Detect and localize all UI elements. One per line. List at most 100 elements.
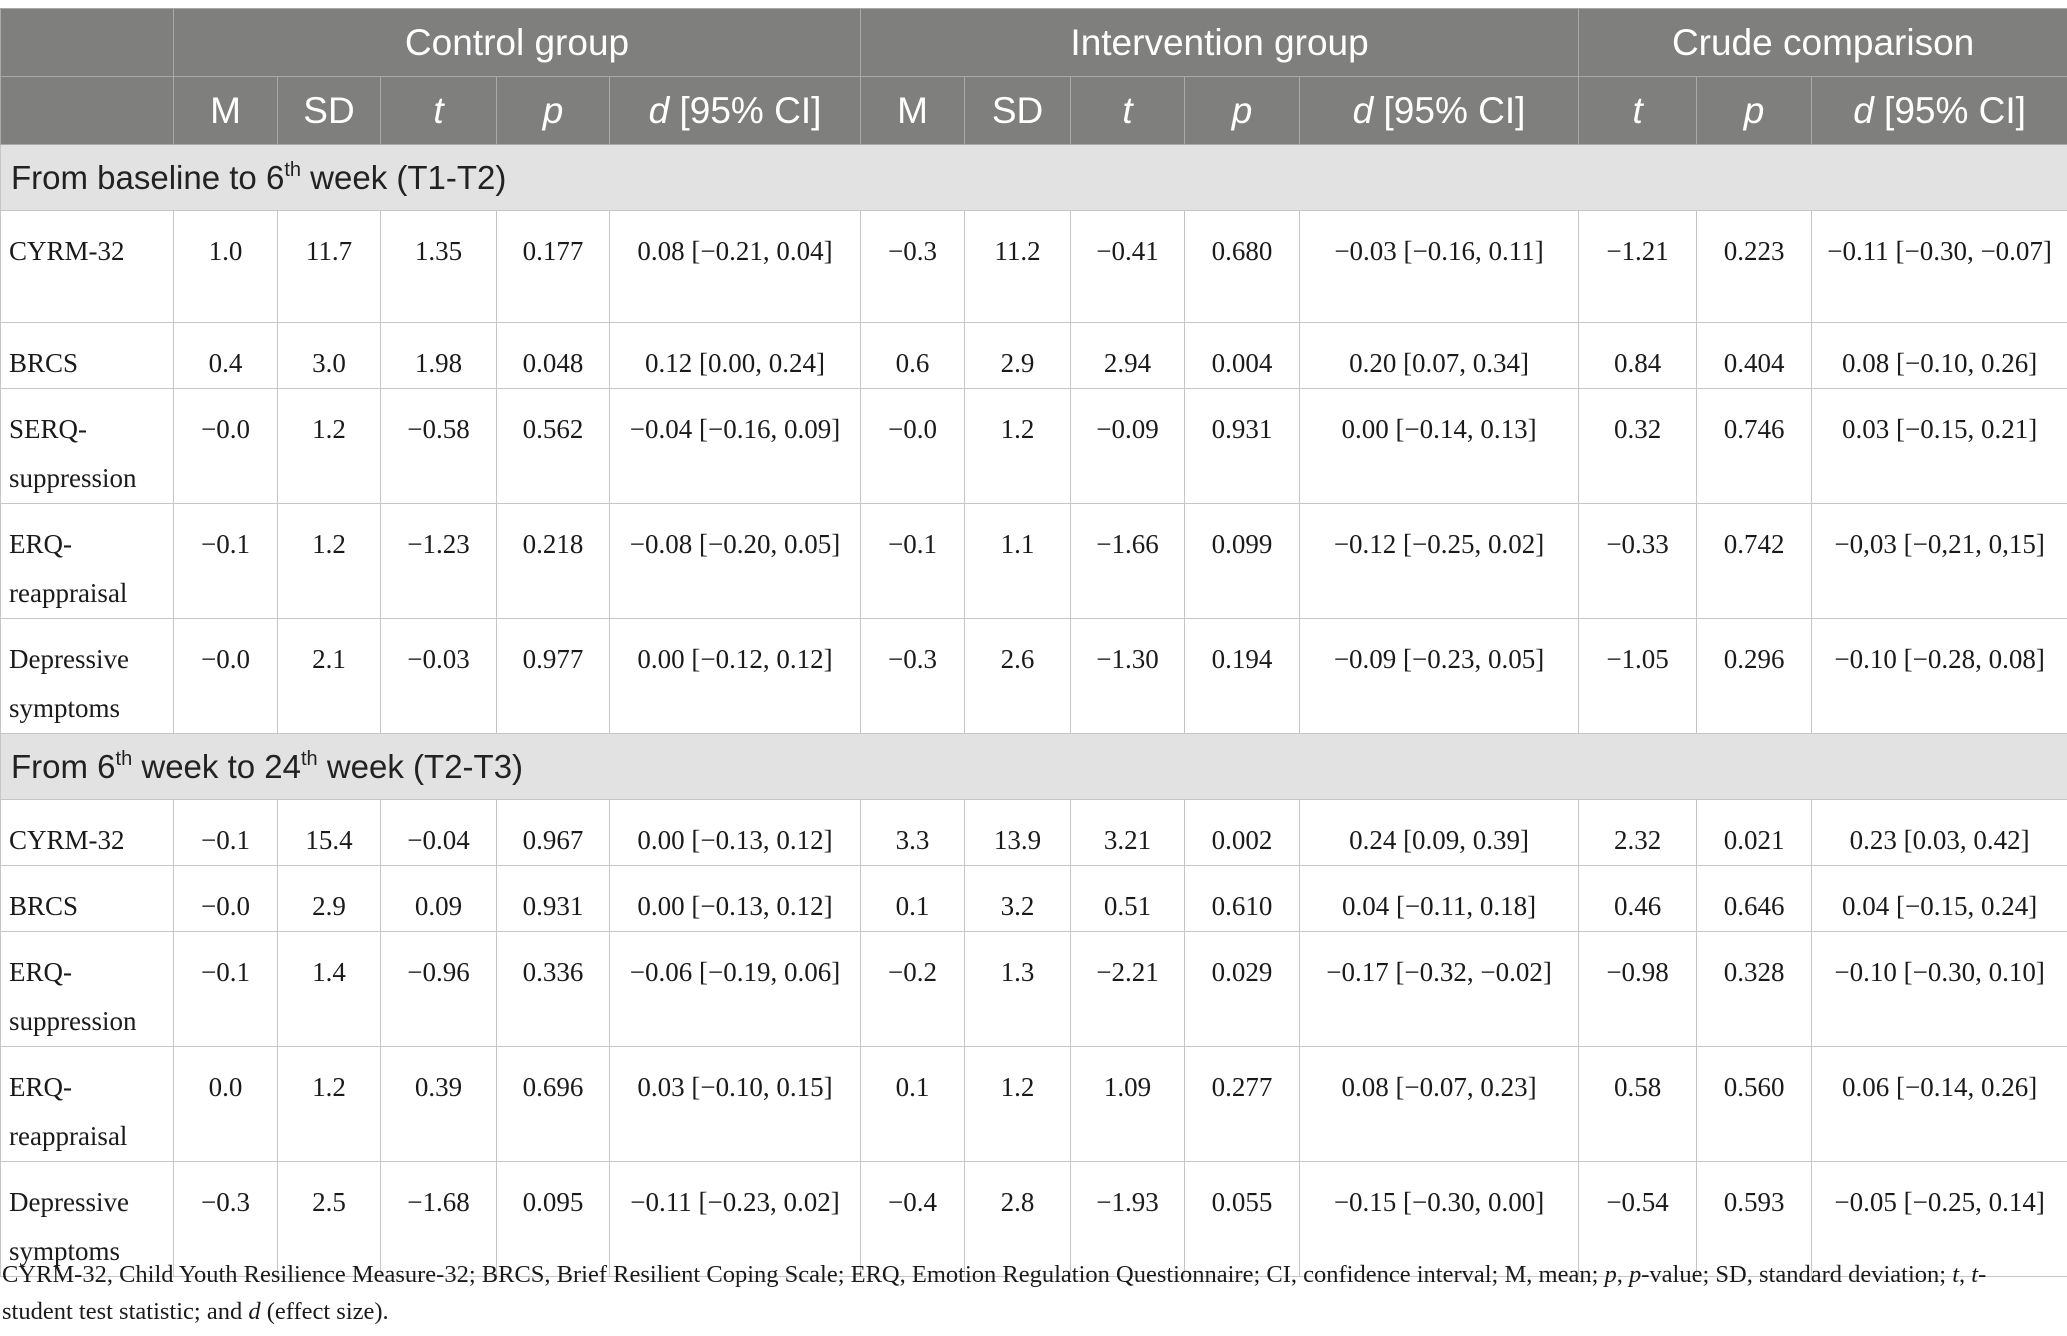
- col-header-p: p: [496, 76, 610, 145]
- col-header-d: d [95% CI]: [608, 76, 862, 145]
- table-cell: 2.32: [1578, 799, 1698, 866]
- table-cell: 0.1: [860, 865, 966, 932]
- table-cell: 3.2: [964, 865, 1072, 932]
- table-cell: 0.177: [496, 210, 610, 323]
- table-cell: 1.09: [1070, 1046, 1186, 1162]
- table-cell: 0.404: [1696, 322, 1813, 389]
- table-cell: 0.4: [173, 322, 278, 389]
- table-cell: 0.560: [1696, 1046, 1813, 1162]
- crude-comparison-header: Crude comparison: [1578, 8, 2067, 77]
- table-cell: 15.4: [277, 799, 381, 866]
- measure-label: SERQ-suppression: [0, 388, 174, 504]
- table-cell: 3.0: [277, 322, 381, 389]
- table-cell: −0.54: [1578, 1161, 1698, 1277]
- table-cell: 1.2: [277, 388, 381, 504]
- table-cell: −0.11 [−0.30, −0.07]: [1811, 210, 2067, 323]
- table-cell: −0.04 [−0.16, 0.09]: [608, 388, 862, 504]
- table-cell: 1.4: [277, 931, 381, 1047]
- table-cell: 0.03 [−0.15, 0.21]: [1811, 388, 2067, 504]
- col-header-sd: SD: [277, 76, 381, 145]
- column-header-row: M SD t p d [95% CI] M SD t p d [95% CI] t p d [95% C…: [0, 76, 2067, 145]
- table-row: CYRM-32 1.0 11.7 1.35 0.177 0.08 [−0.21, 0.04…: [0, 210, 2067, 323]
- table-cell: −0.1: [173, 931, 278, 1047]
- table-cell: −0.08 [−0.20, 0.05]: [608, 503, 862, 619]
- table-row: SERQ-suppression −0.0 1.2 −0.58 0.562 −0.04 […: [0, 388, 2067, 504]
- table-cell: −0.03 [−0.16, 0.11]: [1299, 210, 1580, 323]
- table-cell: −0.10 [−0.30, 0.10]: [1811, 931, 2067, 1047]
- table-cell: 1.35: [380, 210, 497, 323]
- table-cell: −0.09: [1070, 388, 1186, 504]
- measure-label: BRCS: [0, 865, 174, 932]
- table-cell: 0.1: [860, 1046, 966, 1162]
- table-cell: 0.696: [496, 1046, 610, 1162]
- table-cell: −0.12 [−0.25, 0.02]: [1299, 503, 1580, 619]
- table-cell: −0.96: [380, 931, 497, 1047]
- table-cell: 0.08 [−0.07, 0.23]: [1299, 1046, 1580, 1162]
- table-cell: 0.04 [−0.15, 0.24]: [1811, 865, 2067, 932]
- table-cell: −1.93: [1070, 1161, 1186, 1277]
- section-title: From 6th week to 24th week (T2-T3): [0, 733, 2067, 800]
- table-cell: −0.0: [173, 388, 278, 504]
- table-cell: 3.3: [860, 799, 966, 866]
- table-cell: 0.931: [496, 865, 610, 932]
- col-header-t: t: [1578, 76, 1698, 145]
- table-cell: 0.931: [1184, 388, 1301, 504]
- table-cell: −0.04: [380, 799, 497, 866]
- table-cell: 0.977: [496, 618, 610, 734]
- col-header-m: M: [860, 76, 966, 145]
- table-cell: −0.41: [1070, 210, 1186, 323]
- table-row: ERQ-reappraisal −0.1 1.2 −1.23 0.218 −0.08 [−…: [0, 503, 2067, 619]
- header-corner: [0, 8, 174, 77]
- table-cell: 2.8: [964, 1161, 1072, 1277]
- table-row: ERQ-suppression −0.1 1.4 −0.96 0.336 −0.06 [−…: [0, 931, 2067, 1047]
- table-cell: 1.1: [964, 503, 1072, 619]
- table-cell: 13.9: [964, 799, 1072, 866]
- measure-label: ERQ-reappraisal: [0, 503, 174, 619]
- table-cell: −1.23: [380, 503, 497, 619]
- table-cell: 0.46: [1578, 865, 1698, 932]
- section-header-row: From 6th week to 24th week (T2-T3): [0, 733, 2067, 800]
- table-cell: −0.0: [173, 618, 278, 734]
- table-cell: 0.58: [1578, 1046, 1698, 1162]
- table-cell: 2.94: [1070, 322, 1186, 389]
- table-cell: 2.6: [964, 618, 1072, 734]
- table-cell: 1.2: [277, 1046, 381, 1162]
- table-cell: 0.055: [1184, 1161, 1301, 1277]
- table-cell: 1.2: [277, 503, 381, 619]
- table-cell: 0.048: [496, 322, 610, 389]
- table-cell: 0.84: [1578, 322, 1698, 389]
- table-cell: −0.98: [1578, 931, 1698, 1047]
- table-row: CYRM-32 −0.1 15.4 −0.04 0.967 0.00 [−0.13, 0.…: [0, 799, 2067, 866]
- table-cell: 11.2: [964, 210, 1072, 323]
- table-cell: 0.223: [1696, 210, 1813, 323]
- table-cell: 2.9: [277, 865, 381, 932]
- table-cell: 0.029: [1184, 931, 1301, 1047]
- section-title: From baseline to 6th week (T1-T2): [0, 144, 2067, 211]
- col-header-p: p: [1184, 76, 1301, 145]
- table-cell: −0.3: [860, 618, 966, 734]
- table-cell: 0.6: [860, 322, 966, 389]
- table-cell: 0.23 [0.03, 0.42]: [1811, 799, 2067, 866]
- table-cell: 0.002: [1184, 799, 1301, 866]
- table-cell: 0.296: [1696, 618, 1813, 734]
- table-cell: 0.218: [496, 503, 610, 619]
- table-cell: 0.00 [−0.14, 0.13]: [1299, 388, 1580, 504]
- col-header-d: d [95% CI]: [1299, 76, 1580, 145]
- table-cell: 0.24 [0.09, 0.39]: [1299, 799, 1580, 866]
- table-cell: 1.2: [964, 388, 1072, 504]
- table-cell: 11.7: [277, 210, 381, 323]
- table-cell: 0.06 [−0.14, 0.26]: [1811, 1046, 2067, 1162]
- table-cell: 0.680: [1184, 210, 1301, 323]
- table-cell: −0.03: [380, 618, 497, 734]
- table-cell: 0.967: [496, 799, 610, 866]
- table-cell: −1.66: [1070, 503, 1186, 619]
- table-cell: 0.39: [380, 1046, 497, 1162]
- table-cell: 2.1: [277, 618, 381, 734]
- table-cell: 1.0: [173, 210, 278, 323]
- col-header-p: p: [1696, 76, 1813, 145]
- table-cell: 0.00 [−0.13, 0.12]: [608, 799, 862, 866]
- table-cell: 0.12 [0.00, 0.24]: [608, 322, 862, 389]
- measure-label: CYRM-32: [0, 210, 174, 323]
- col-header-sd: SD: [964, 76, 1072, 145]
- table-cell: 0.08 [−0.10, 0.26]: [1811, 322, 2067, 389]
